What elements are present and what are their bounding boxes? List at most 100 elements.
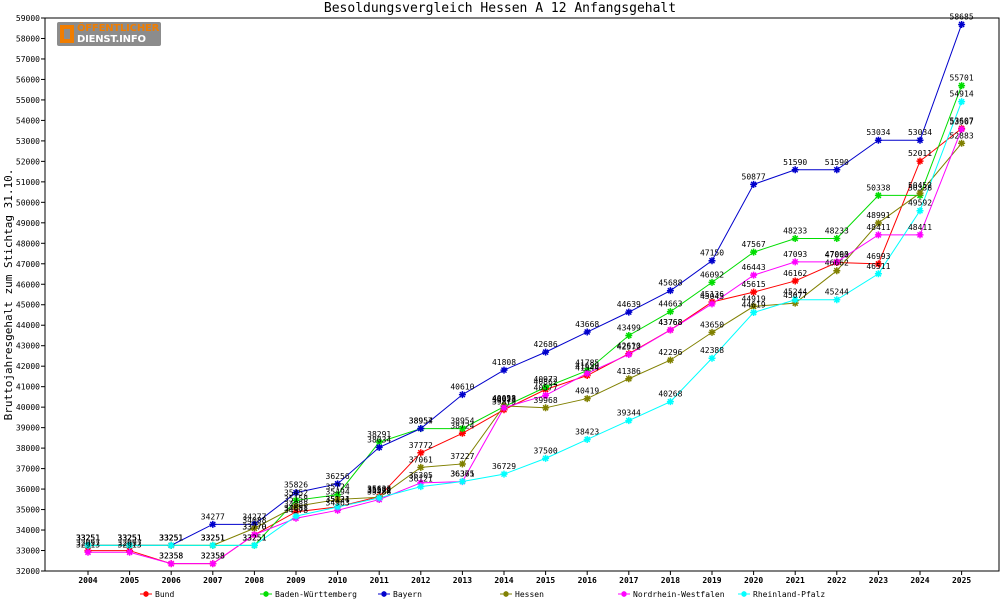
data-label: 51590 [783,158,807,167]
data-label: 45688 [658,279,682,288]
data-point [500,404,508,412]
data-label: 38954 [450,417,474,426]
data-point [292,512,300,520]
data-point [292,489,300,497]
data-label: 35488 [367,488,391,497]
data-label: 53567 [950,117,974,126]
data-label: 47093 [825,250,849,259]
data-point [500,470,508,478]
data-label: 34888 [284,500,308,509]
y-tick-label: 49000 [16,219,40,228]
data-label: 35131 [326,495,350,504]
data-point [542,348,550,356]
data-label: 33251 [76,533,100,542]
data-label: 33770 [242,523,266,532]
data-point [583,435,591,443]
data-point [916,207,924,215]
data-label: 42686 [534,340,558,349]
y-tick-label: 45000 [16,301,40,310]
data-label: 40577 [534,383,558,392]
data-point [167,541,175,549]
legend-marker [621,591,627,597]
x-tick-label: 2022 [827,576,846,585]
data-label: 33251 [76,533,100,542]
data-point [250,520,258,528]
legend-marker [503,591,509,597]
logo: ÖFFENTLICHER DIENST.INFO [57,22,161,46]
data-point [625,417,633,425]
y-tick-label: 32000 [16,567,40,576]
data-label: 37500 [534,446,558,455]
y-tick-label: 58000 [16,34,40,43]
data-label: 48233 [825,227,849,236]
data-label: 43768 [658,318,682,327]
data-label: 37227 [450,452,474,461]
x-tick-label: 2014 [494,576,513,585]
data-label: 34277 [242,512,266,521]
data-label: 48991 [866,211,890,220]
data-label: 34088 [242,516,266,525]
data-point [750,180,758,188]
data-point [791,258,799,266]
data-point [874,260,882,268]
x-tick-label: 2007 [203,576,222,585]
data-point [542,383,550,391]
data-label: 45615 [742,280,766,289]
logo-line2: DIENST.INFO [77,34,146,45]
data-point [958,82,966,90]
data-label: 33251 [242,533,266,542]
data-point [791,166,799,174]
data-label: 38957 [409,417,433,426]
y-tick-label: 41000 [16,383,40,392]
data-label: 32358 [201,552,225,561]
data-point [375,438,383,446]
data-label: 42610 [617,342,641,351]
data-label: 35158 [284,494,308,503]
data-point [750,248,758,256]
data-label: 38954 [409,417,433,426]
data-label: 35633 [367,485,391,494]
data-label: 45244 [825,288,849,297]
data-label: 46162 [783,269,807,278]
data-point [874,219,882,227]
data-label: 34963 [326,498,350,507]
data-point [916,189,924,197]
x-tick-label: 2024 [910,576,929,585]
data-label: 44639 [617,300,641,309]
data-label: 38724 [450,421,474,430]
data-point [542,391,550,399]
data-point [708,300,716,308]
data-label: 52883 [950,131,974,140]
data-label: 46993 [866,252,890,261]
data-label: 42388 [700,346,724,355]
data-point [417,483,425,491]
x-tick-label: 2012 [411,576,430,585]
data-point [625,308,633,316]
data-point [375,494,383,502]
data-point [666,287,674,295]
data-point [292,502,300,510]
data-point [250,524,258,532]
data-label: 36305 [409,471,433,480]
data-point [375,443,383,451]
data-label: 47150 [700,249,724,258]
data-label: 48411 [866,223,890,232]
data-label: 35494 [326,487,350,496]
data-label: 50877 [742,172,766,181]
legend-marker [381,591,387,597]
data-point [583,369,591,377]
legend-entry: Rheinland-Pfalz [753,590,825,599]
legend-entry: Hessen [515,590,544,599]
data-label: 53034 [866,128,890,137]
data-point [334,480,342,488]
data-label: 38291 [367,430,391,439]
data-label: 45136 [700,290,724,299]
series-line [88,101,963,546]
x-tick-label: 2019 [702,576,721,585]
data-label: 40419 [575,387,599,396]
legend-entry: Baden-Württemberg [275,590,357,599]
data-label: 35826 [284,481,308,490]
data-label: 39344 [617,409,641,418]
legend-marker [263,591,269,597]
